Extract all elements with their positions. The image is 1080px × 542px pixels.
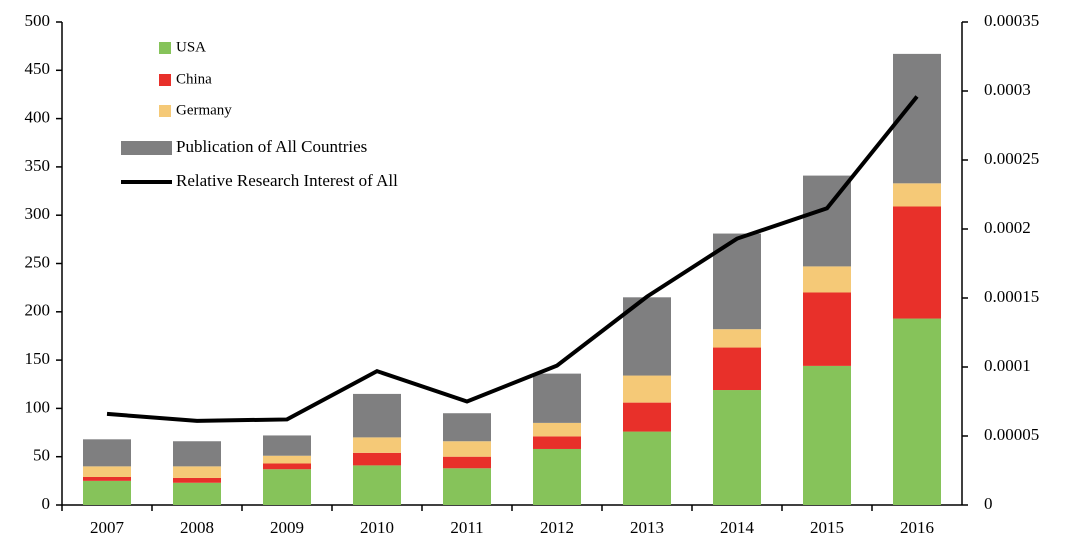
legend-label: Publication of All Countries [176,137,367,156]
y2-tick-label: 0.00015 [984,287,1039,306]
bar-segment [353,437,401,453]
legend-label: USA [176,39,206,55]
bar-segment [893,318,941,505]
bar-segment [173,441,221,467]
legend-label: Germany [176,102,232,118]
y-tick-label: 100 [25,397,51,416]
bar-segment [173,477,221,483]
y-tick-label: 0 [42,494,51,513]
x-tick-label: 2008 [180,518,214,537]
legend-swatch [121,141,172,155]
x-tick-label: 2015 [810,518,844,537]
bar-segment [533,422,581,437]
x-tick-label: 2012 [540,518,574,537]
y-tick-label: 150 [25,349,51,368]
bar-segment [443,456,491,469]
bar-segment [263,463,311,470]
x-tick-label: 2013 [630,518,664,537]
y-tick-label: 350 [25,156,51,175]
bar-segment [353,452,401,466]
legend-swatch [159,74,171,86]
y2-tick-label: 0.0001 [984,356,1031,375]
legend-swatch [159,42,171,54]
bar-segment [623,402,671,432]
bar-segment [803,266,851,293]
y2-tick-label: 0.0002 [984,218,1031,237]
bar-segment [263,455,311,464]
bar-segment [263,469,311,505]
bar-segment [83,480,131,505]
bar-segment [263,435,311,456]
x-tick-label: 2014 [720,518,755,537]
bar-segment [83,439,131,467]
y-tick-label: 400 [25,108,51,127]
y-tick-label: 500 [25,11,51,30]
bar-segment [893,206,941,319]
bar-segment [443,468,491,505]
bar-segment [623,431,671,505]
y-tick-label: 250 [25,252,51,271]
y2-tick-label: 0.00005 [984,425,1039,444]
y2-tick-label: 0.00025 [984,149,1039,168]
x-tick-label: 2009 [270,518,304,537]
x-tick-label: 2010 [360,518,394,537]
bar-segment [353,393,401,438]
bar-segment [713,347,761,391]
bar-segment [803,292,851,366]
bar-segment [443,441,491,457]
y-tick-label: 300 [25,204,51,223]
y-tick-label: 50 [33,446,50,465]
bar-segment [713,329,761,348]
legend-label: China [176,71,212,87]
bar-segment [623,375,671,403]
y2-tick-label: 0.00035 [984,11,1039,30]
bar-segment [83,476,131,481]
legend-swatch [159,105,171,117]
bar-segment [803,365,851,505]
bar-segment [353,465,401,505]
bar-segment [533,436,581,449]
y2-tick-label: 0.0003 [984,80,1031,99]
x-tick-label: 2007 [90,518,125,537]
bar-segment [533,448,581,505]
bar-segment [893,183,941,207]
bar-segment [173,482,221,505]
line-series [106,95,919,423]
bar-segment [83,466,131,477]
bar-segment [713,390,761,505]
y-tick-label: 200 [25,301,51,320]
bar-segment [533,373,581,423]
x-tick-label: 2011 [450,518,483,537]
y2-tick-label: 0 [984,494,993,513]
x-tick-label: 2016 [900,518,934,537]
y-tick-label: 450 [25,59,51,78]
bar-segment [443,413,491,442]
legend-label: Relative Research Interest of All [176,171,398,190]
bar-segment [173,466,221,478]
